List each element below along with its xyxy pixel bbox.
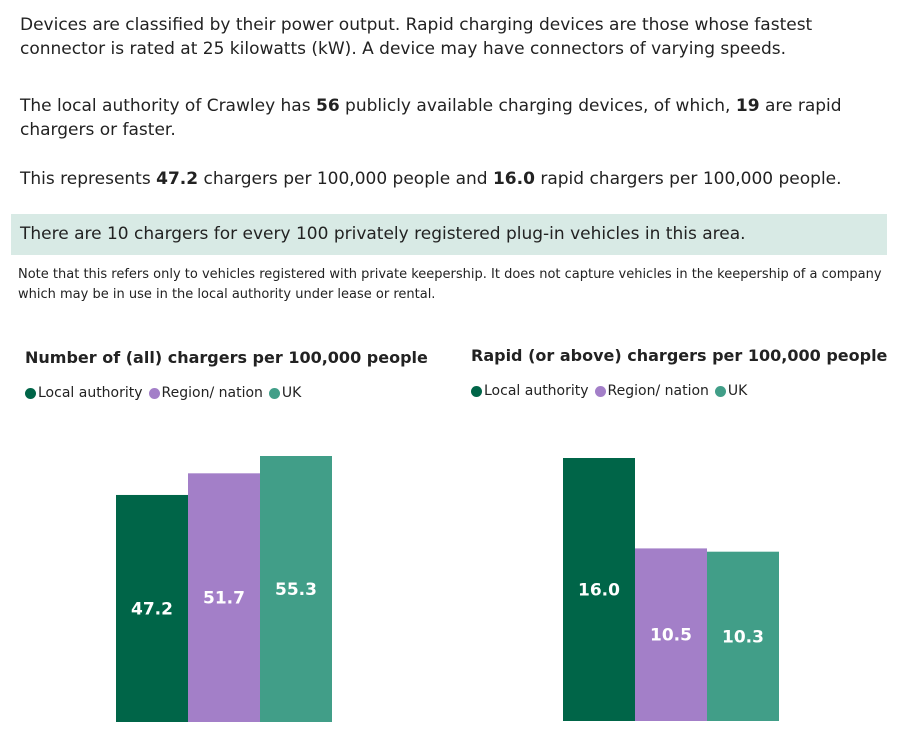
legend-label: Local authority bbox=[484, 383, 589, 399]
rate-paragraph: This represents 47.2 chargers per 100,00… bbox=[20, 167, 890, 191]
bar-region-nation bbox=[635, 548, 707, 721]
data-label: 47.2 bbox=[131, 599, 173, 619]
all-rate: 47.2 bbox=[156, 169, 199, 189]
legend-item-local: Local authority bbox=[471, 383, 589, 399]
dot-icon bbox=[25, 387, 36, 399]
legend-label: UK bbox=[727, 383, 748, 399]
legend-rapid: Local authority Region/ nation UK bbox=[471, 383, 749, 399]
legend-item-local: Local authority bbox=[25, 385, 143, 401]
legend-item-uk: UK bbox=[268, 385, 302, 401]
device-count-paragraph: The local authority of Crawley has 56 pu… bbox=[20, 94, 890, 142]
text: This represents bbox=[20, 169, 157, 189]
bar-local-authority bbox=[116, 494, 188, 722]
legend-all: Local authority Region/ nation UK bbox=[25, 385, 303, 401]
dot-icon bbox=[594, 385, 606, 397]
data-label: 16.0 bbox=[578, 581, 620, 601]
data-label: 10.5 bbox=[650, 626, 692, 646]
vehicle-ratio-callout: There are 10 chargers for every 100 priv… bbox=[11, 214, 887, 255]
legend-item-region: Region/ nation bbox=[594, 383, 709, 399]
dot-icon bbox=[148, 387, 160, 399]
rapid-devices: 19 bbox=[735, 96, 760, 116]
text: The local authority of Crawley has bbox=[20, 96, 316, 116]
text: rapid chargers per 100,000 people. bbox=[534, 169, 842, 189]
data-label: 55.3 bbox=[275, 580, 317, 600]
rapid-rate: 16.0 bbox=[492, 169, 535, 189]
keepership-note: Note that this refers only to vehicles r… bbox=[18, 267, 882, 302]
legend-label: UK bbox=[281, 385, 302, 401]
dot-icon bbox=[268, 387, 280, 399]
total-devices: 56 bbox=[315, 96, 340, 116]
text: are rapid chargers or faster. bbox=[20, 96, 842, 140]
data-label: 10.3 bbox=[722, 627, 764, 647]
chart-title-rapid: Rapid (or above) chargers per 100,000 pe… bbox=[471, 346, 888, 365]
bar-uk bbox=[260, 456, 332, 722]
data-label: 51.7 bbox=[203, 589, 245, 609]
legend-label: Local authority bbox=[38, 385, 143, 401]
chart-title-all: Number of (all) chargers per 100,000 peo… bbox=[25, 348, 428, 367]
bar-local-authority bbox=[563, 458, 635, 721]
text: chargers per 100,000 people and bbox=[198, 169, 493, 189]
text: publicly available charging devices, of … bbox=[339, 96, 736, 116]
legend-label: Region/ nation bbox=[161, 385, 263, 401]
bar-uk bbox=[707, 551, 779, 721]
bar-region-nation bbox=[188, 473, 260, 722]
legend-item-uk: UK bbox=[714, 383, 748, 399]
intro-paragraph: Devices are classified by their power ou… bbox=[20, 15, 813, 59]
legend-item-region: Region/ nation bbox=[148, 385, 263, 401]
dot-icon bbox=[471, 385, 482, 397]
dot-icon bbox=[714, 385, 726, 397]
legend-label: Region/ nation bbox=[607, 383, 709, 399]
